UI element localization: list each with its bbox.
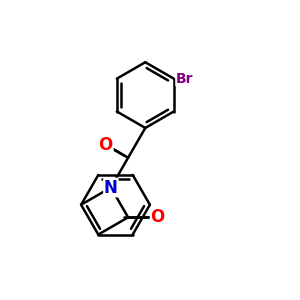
Text: O: O — [151, 208, 165, 226]
Text: N: N — [104, 178, 118, 196]
Text: O: O — [99, 136, 113, 154]
Text: Br: Br — [176, 72, 194, 86]
